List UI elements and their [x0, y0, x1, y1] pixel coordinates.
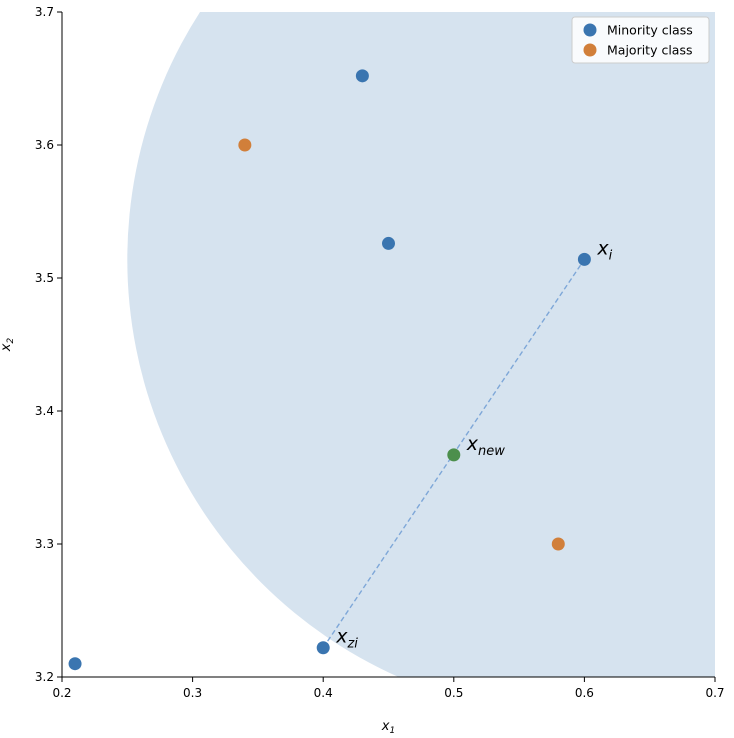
y-tick-label: 3.2 [35, 670, 54, 684]
x-tick-label: 0.7 [705, 686, 724, 700]
point-annotations: xi xnew xzi [335, 237, 612, 651]
y-tick-label: 3.4 [35, 404, 54, 418]
legend-marker-1 [583, 43, 597, 57]
legend-label-1: Majority class [607, 43, 692, 58]
x-tick-label: 0.6 [575, 686, 594, 700]
axes: 0.2 0.3 0.4 0.5 0.6 0.7 3.2 3.3 3.4 3.5 3.6 3.7 x1 x2 [0, 5, 725, 736]
x-tick-label: 0.3 [183, 686, 202, 700]
minority-point-3 [577, 252, 591, 266]
x-tick-label: 0.4 [314, 686, 333, 700]
plot-area [68, 12, 715, 677]
x-tick-label: 0.5 [444, 686, 463, 700]
y-axis-label: x2 [0, 338, 16, 353]
data-points [68, 69, 591, 671]
x-axis-label: x1 [381, 719, 395, 736]
minority-point-0 [68, 657, 82, 671]
majority-point-0 [238, 138, 252, 152]
y-tick-label: 3.3 [35, 537, 54, 551]
annotation-new: xnew [466, 433, 505, 459]
legend-marker-0 [583, 23, 597, 37]
legend-box [571, 16, 710, 64]
annotation-zi: xzi [335, 626, 358, 652]
x-tick-label: 0.2 [52, 686, 71, 700]
annotation-i: xi [596, 237, 612, 263]
y-tick-label: 3.7 [35, 5, 54, 19]
majority-point-1 [551, 537, 565, 551]
neighborhood-circle [127, 12, 715, 677]
y-tick-label: 3.6 [35, 138, 54, 152]
minority-point-1 [355, 69, 369, 83]
new-point [447, 448, 461, 462]
y-tick-label: 3.5 [35, 271, 54, 285]
legend-label-0: Minority class [607, 23, 693, 38]
legend: Minority class Majority class [571, 16, 710, 64]
minority-point-4 [316, 641, 330, 655]
minority-point-2 [382, 236, 395, 250]
